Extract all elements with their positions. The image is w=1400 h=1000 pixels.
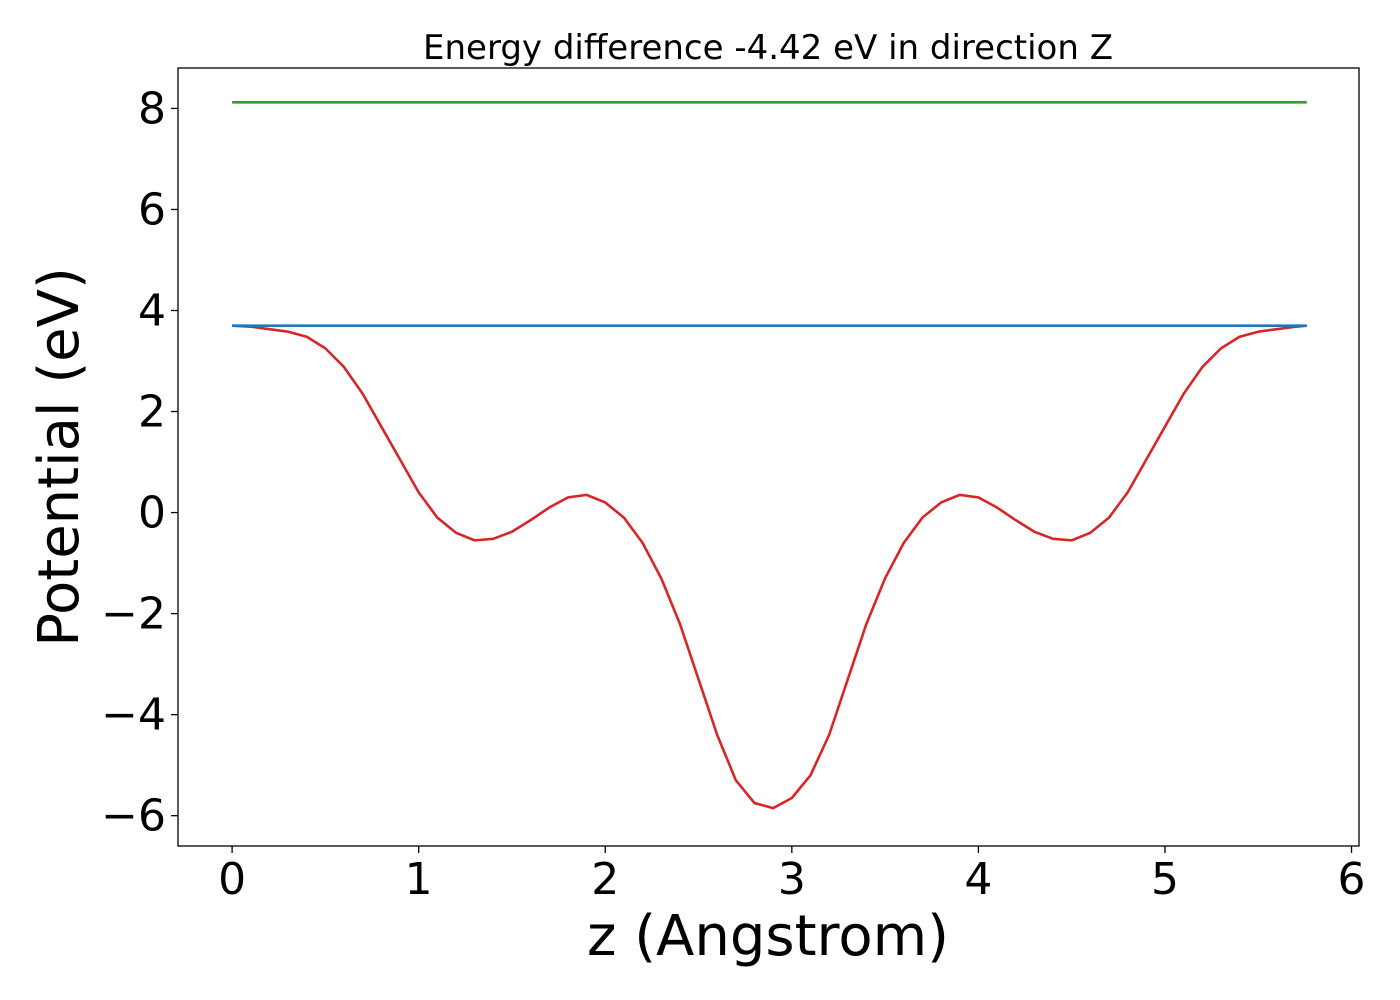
x-tick-label: 1 <box>405 854 433 905</box>
y-tick-label: −4 <box>101 690 166 741</box>
y-tick-label: 8 <box>138 83 166 134</box>
y-tick-label: 2 <box>138 387 166 438</box>
y-tick-label: 4 <box>138 285 166 336</box>
series-line-0 <box>232 324 1307 810</box>
y-tick-label: 0 <box>138 488 166 539</box>
y-tick-label: −6 <box>101 791 166 842</box>
plot-frame <box>177 67 1360 847</box>
x-tick-label: 4 <box>964 854 992 905</box>
x-tick-label: 6 <box>1338 854 1366 905</box>
chart-title: Energy difference -4.42 eV in direction … <box>423 28 1113 68</box>
y-tick-label: −2 <box>101 589 166 640</box>
x-axis-ticks: 0 1 2 3 4 5 6 <box>218 846 1366 905</box>
x-tick-label: 2 <box>591 854 619 905</box>
x-tick-label: 3 <box>778 854 806 905</box>
x-tick-label: 5 <box>1151 854 1179 905</box>
y-axis-ticks: −6 −4 −2 0 2 4 6 8 <box>101 83 178 842</box>
x-axis-label: z (Angstrom) <box>587 904 949 969</box>
series-layer <box>232 101 1307 810</box>
x-tick-label: 0 <box>218 854 246 905</box>
y-axis-label: Potential (eV) <box>27 267 92 647</box>
y-tick-label: 6 <box>138 184 166 235</box>
